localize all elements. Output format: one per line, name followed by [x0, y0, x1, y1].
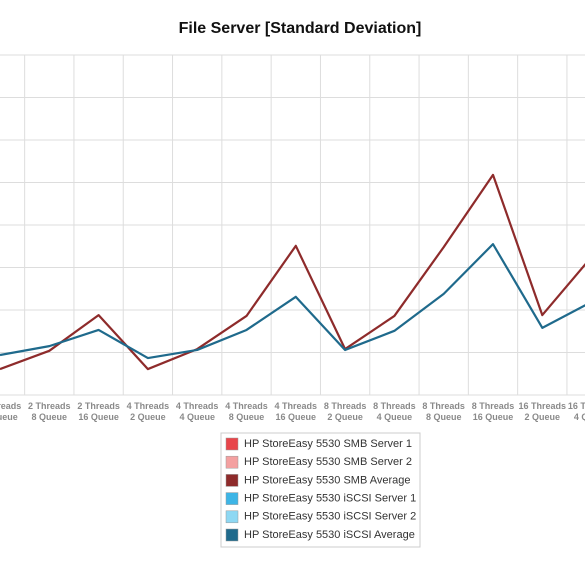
- x-tick-label-line: 4 Queue: [574, 412, 585, 422]
- legend-swatch: [225, 510, 239, 524]
- x-tick-label-line: 4 Queue: [377, 412, 413, 422]
- x-tick-label-line: 8 Threads: [324, 401, 367, 411]
- x-tick-label: 8 Threads 8 Queue: [422, 401, 465, 422]
- x-tick-label: 16 Threads 2 Queue: [519, 401, 567, 422]
- series-line: [0, 243, 585, 360]
- x-tick-label-line: 4 Threads: [176, 401, 219, 411]
- series-line: [0, 173, 585, 371]
- x-tick-label-line: 16 Queue: [473, 412, 514, 422]
- x-tick-label-line: 4 Queue: [0, 412, 18, 422]
- x-tick-label-line: 4 Threads: [275, 401, 318, 411]
- x-tick-label-line: 8 Queue: [426, 412, 462, 422]
- x-tick-label-line: 8 Threads: [472, 401, 515, 411]
- legend-swatch: [225, 437, 239, 451]
- x-tick-label: 8 Threads 4 Queue: [373, 401, 416, 422]
- x-tick-label-line: 8 Queue: [32, 412, 68, 422]
- legend-label: HP StoreEasy 5530 SMB Server 1: [244, 438, 412, 450]
- x-tick-label: 4 Threads 2 Queue: [127, 401, 170, 422]
- x-tick-label-line: 4 Threads: [225, 401, 268, 411]
- x-tick-label-line: 2 Threads: [77, 401, 120, 411]
- x-tick-label-line: 4 Queue: [179, 412, 215, 422]
- chart-title: File Server [Standard Deviation]: [179, 20, 422, 37]
- x-tick-label: 4 Threads 4 Queue: [176, 401, 219, 422]
- x-tick-label: 2 Threads 16 Queue: [77, 401, 120, 422]
- x-tick-label-line: 2 Queue: [327, 412, 363, 422]
- x-tick-label-line: 2 Threads: [28, 401, 71, 411]
- x-tick-label: 8 Threads 16 Queue: [472, 401, 515, 422]
- legend-swatch: [225, 474, 239, 487]
- legend-swatch: [225, 492, 239, 505]
- x-tick-label: 4 Threads 8 Queue: [225, 401, 268, 422]
- x-tick-label: 2 Threads 8 Queue: [28, 401, 71, 422]
- legend-swatch: [225, 455, 239, 469]
- legend-label: HP StoreEasy 5530 SMB Average: [244, 474, 411, 486]
- x-tick-label-line: 2 Threads: [0, 401, 21, 411]
- legend-label: HP StoreEasy 5530 SMB Server 2: [244, 456, 412, 468]
- legend-box: [220, 432, 421, 548]
- legend-label: HP StoreEasy 5530 iSCSI Average: [244, 529, 415, 541]
- x-tick-label-line: 8 Threads: [373, 401, 416, 411]
- x-tick-label-line: 16 Queue: [78, 412, 119, 422]
- x-tick-label: 8 Threads 2 Queue: [324, 401, 367, 422]
- x-tick-label-line: 8 Queue: [229, 412, 265, 422]
- legend-swatch: [225, 528, 239, 542]
- x-tick-label-line: 16 Threads: [568, 401, 585, 411]
- x-tick-label-line: 16 Threads: [519, 401, 567, 411]
- x-tick-label-line: 4 Threads: [127, 401, 170, 411]
- legend-label: HP StoreEasy 5530 iSCSI Server 2: [244, 511, 416, 523]
- x-tick-label-line: 8 Threads: [422, 401, 465, 411]
- x-tick-label-line: 2 Queue: [525, 412, 561, 422]
- x-tick-label-line: 16 Queue: [276, 412, 317, 422]
- x-tick-label-line: 2 Queue: [130, 412, 166, 422]
- legend-label: HP StoreEasy 5530 iSCSI Server 1: [244, 493, 416, 505]
- x-tick-label: 4 Threads 16 Queue: [275, 401, 318, 422]
